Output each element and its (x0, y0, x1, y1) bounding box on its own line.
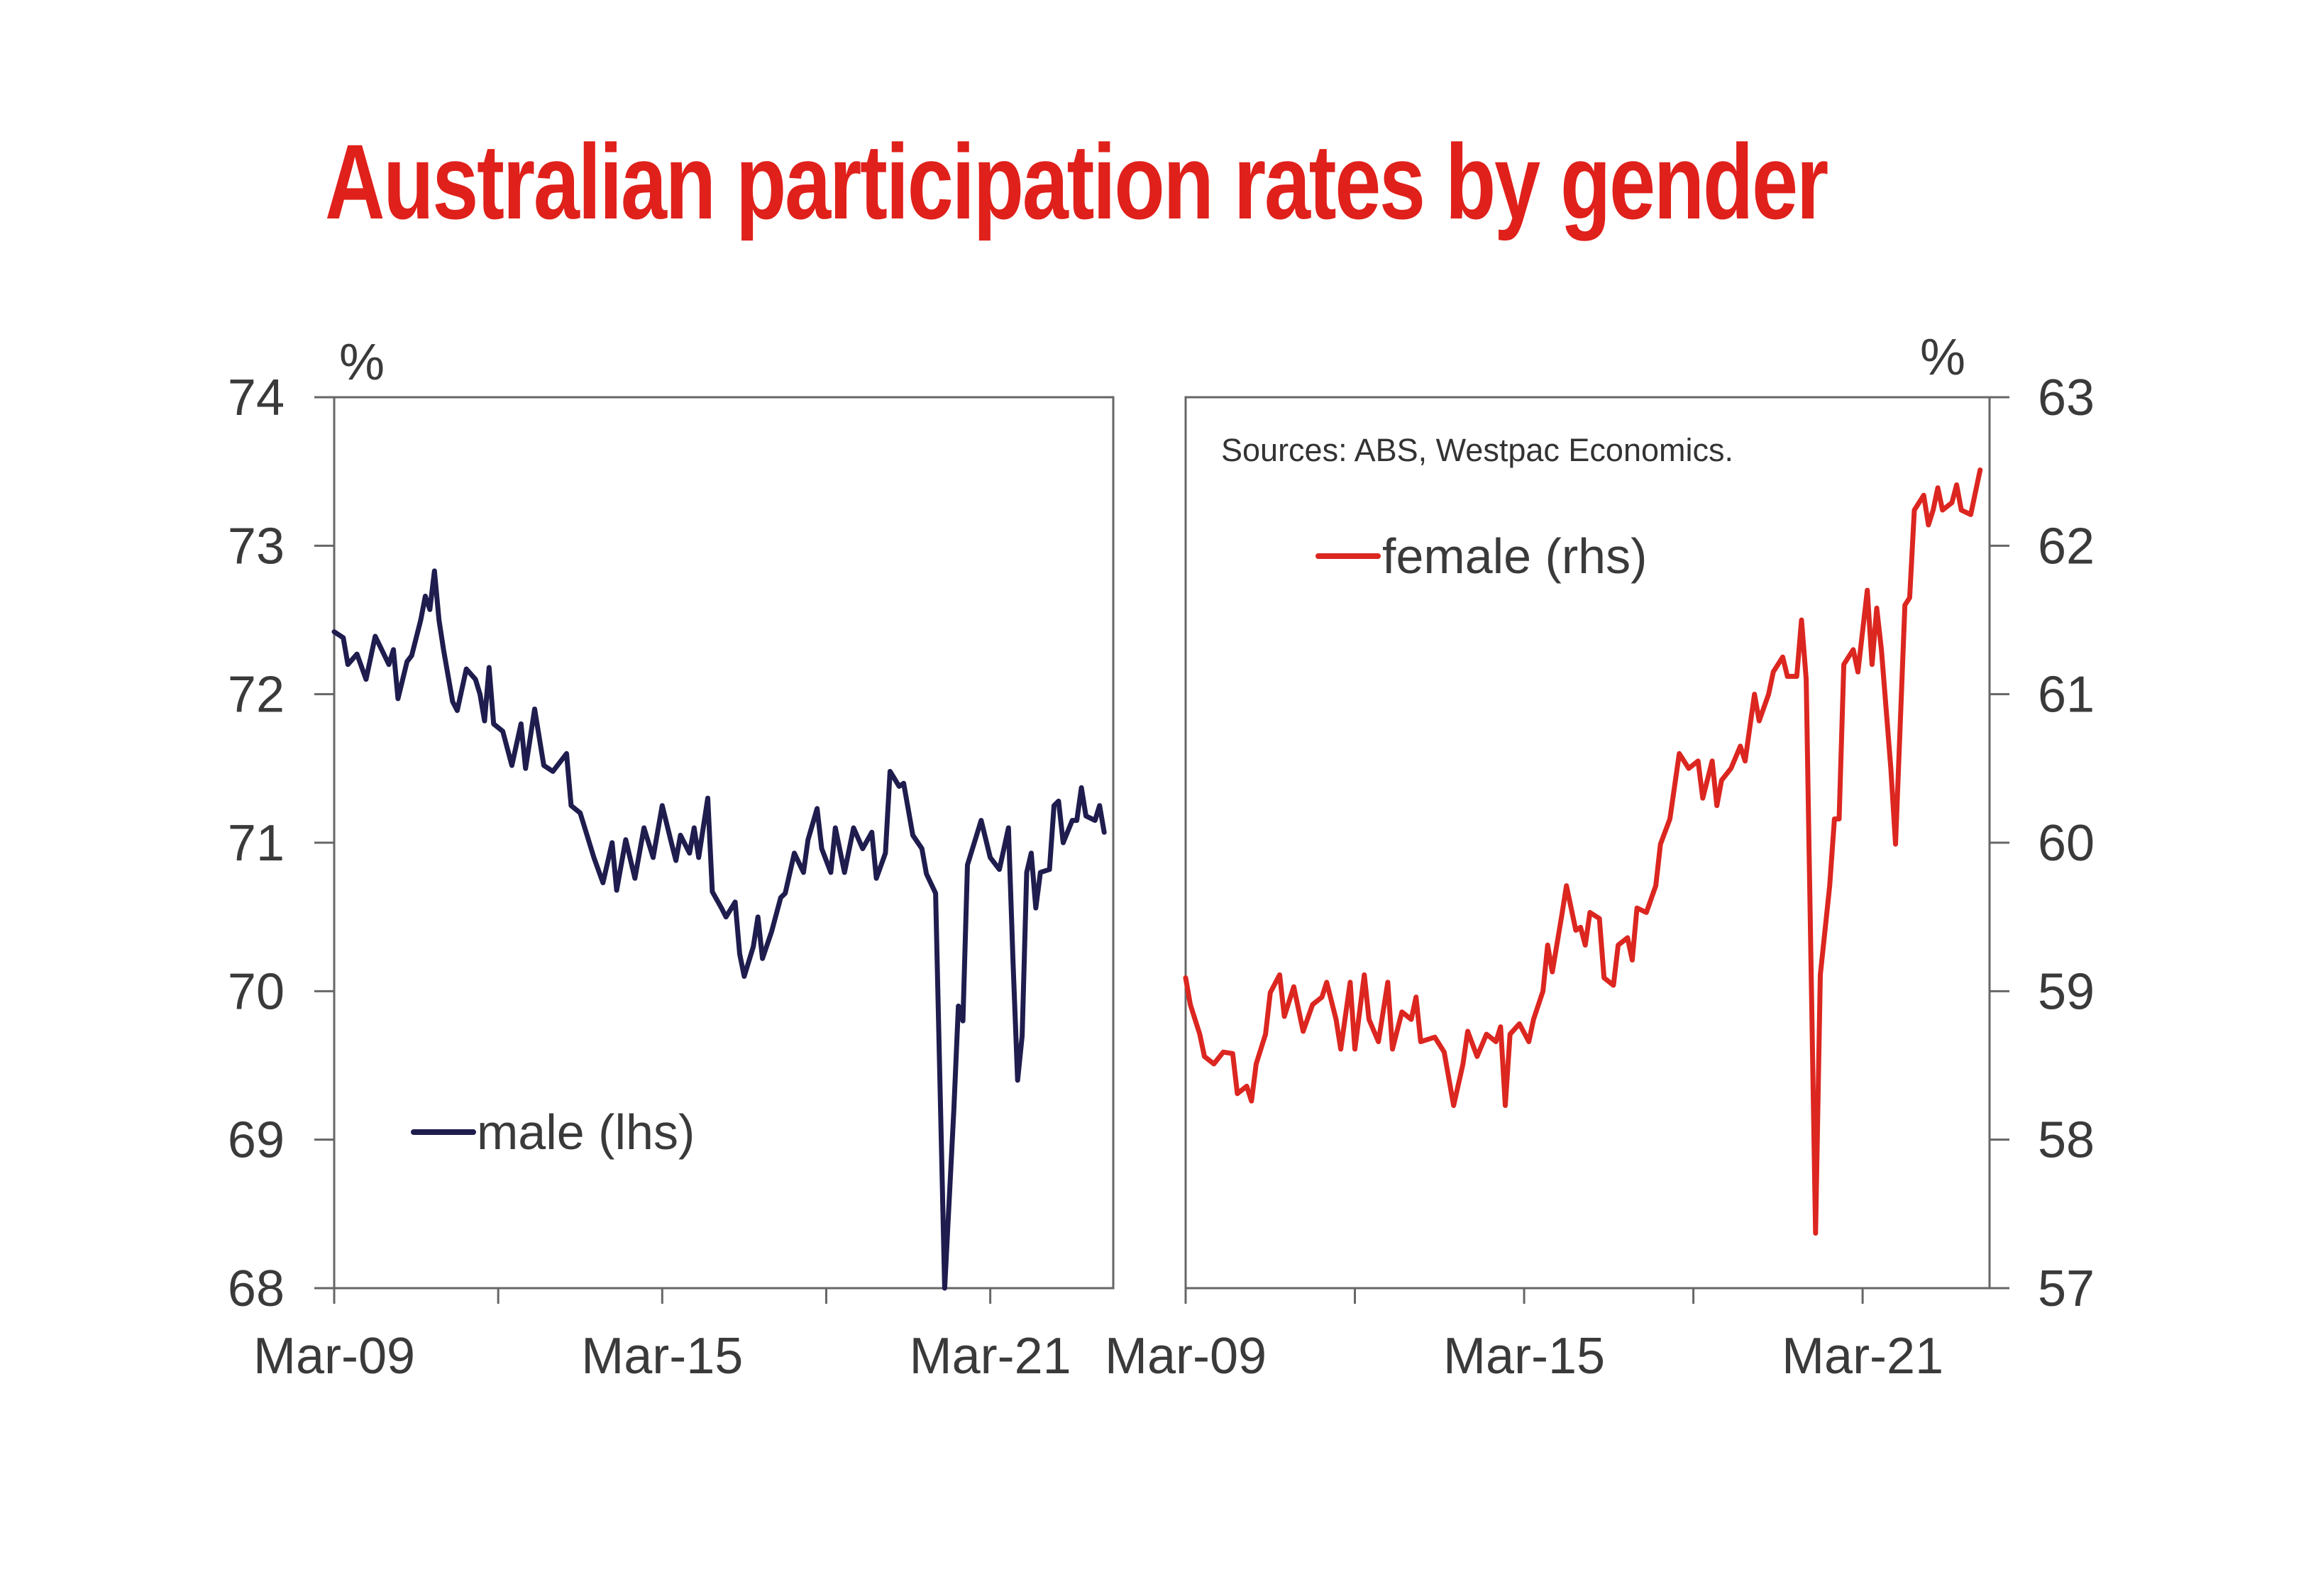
y-unit-label: % (339, 334, 385, 391)
y-tick-label: 70 (228, 963, 285, 1020)
y-tick-label: 69 (228, 1112, 285, 1169)
legend-label-male: male (lhs) (477, 1104, 695, 1160)
x-tick-label: Mar-09 (1105, 1328, 1267, 1385)
legend-label-female: female (rhs) (1382, 528, 1647, 584)
x-tick-label: Mar-09 (253, 1328, 415, 1385)
y-tick-label: 57 (2038, 1260, 2095, 1317)
plot-frame (333, 396, 1115, 1290)
y-tick-label: 62 (2038, 518, 2095, 575)
source-note: Sources: ABS, Westpac Economics. (1221, 432, 1733, 468)
y-tick-label: 72 (228, 667, 285, 724)
y-tick-label: 61 (2038, 667, 2095, 724)
y-tick-label: 74 (228, 370, 285, 426)
y-tick-label: 58 (2038, 1112, 2095, 1169)
female-panel: 57 58 59 60 61 62 63% Mar-09 Mar-15 Mar-21 female … (1105, 329, 2095, 1385)
y-unit-label: % (1920, 329, 1965, 386)
y-tick-label: 63 (2038, 370, 2095, 426)
series-line-female (1183, 467, 1983, 1236)
chart-title: Australian participation rates by gender (325, 122, 1828, 241)
x-tick-label: Mar-21 (910, 1328, 1071, 1385)
y-tick-label: 59 (2038, 963, 2095, 1020)
x-tick-label: Mar-15 (581, 1328, 743, 1385)
x-tick-label: Mar-21 (1782, 1328, 1943, 1385)
x-tick-label: Mar-15 (1443, 1328, 1605, 1385)
y-tick-label: 71 (228, 815, 285, 872)
male-panel: 68 69 70 71 72 73 74% Mar-09 Mar-15 Mar-21 male (l… (228, 334, 1115, 1385)
y-tick-label: 73 (228, 518, 285, 575)
series-line-male (331, 568, 1107, 1291)
y-tick-label: 60 (2038, 815, 2095, 872)
y-tick-label: 68 (228, 1260, 285, 1317)
